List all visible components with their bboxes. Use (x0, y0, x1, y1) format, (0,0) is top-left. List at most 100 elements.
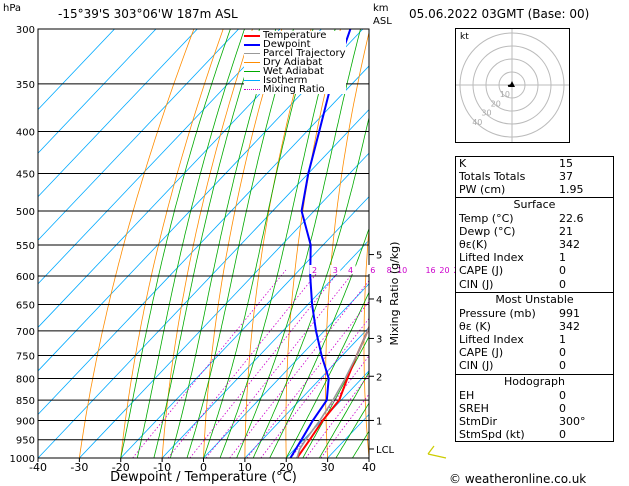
isotherm-line (38, 29, 157, 154)
pressure-tick-label: 550 (16, 241, 35, 252)
row-value: 300° (559, 415, 586, 428)
legend-label: Isotherm (263, 75, 308, 86)
row-key: Temp (°C) (459, 211, 514, 225)
isotherm-line (38, 29, 198, 198)
x-tick-label: 0 (200, 461, 207, 474)
row-key: Lifted Index (459, 251, 524, 265)
wet-adiabat-line (285, 291, 369, 458)
legend-swatch (244, 62, 260, 63)
isotherm-line (78, 152, 369, 458)
table-row: CAPE (J) 0 (456, 346, 613, 359)
mixing-ratio-axis-label: Mixing Ratio (g/kg) (388, 242, 401, 346)
table-row: Dewp (°C) 21 (456, 225, 613, 238)
hodo-ring (472, 45, 552, 125)
legend-item: Dry Adiabat (244, 57, 346, 68)
table-row: EH 0 (456, 389, 613, 402)
isotherm-line (38, 29, 281, 285)
mixing-ratio-label: 20 (439, 266, 449, 275)
km-tick-label: 3 (376, 334, 382, 345)
legend-label: Dewpoint (263, 39, 311, 50)
indices-panel: K 15 Totals Totals 37 PW (cm) 1.95 Surface Te… (455, 156, 614, 443)
x-tick-label: -10 (153, 461, 171, 474)
row-key: EH (459, 388, 475, 402)
km-tick-label: 5 (376, 251, 382, 262)
legend-swatch (244, 89, 260, 90)
hodo-unit-label: kt (460, 32, 469, 42)
pressure-tick-label: 600 (16, 272, 35, 283)
x-tick-label: -20 (112, 461, 130, 474)
mixing-ratio-label: 10 (397, 266, 407, 275)
wet-adiabat-line (136, 29, 245, 458)
legend-swatch (244, 80, 260, 81)
row-key: θε (K) (459, 319, 491, 333)
legend-label: Wet Adiabat (263, 66, 324, 77)
row-key: CIN (J) (459, 359, 494, 373)
legend-item: Temperature (244, 31, 346, 41)
x-tick-label: 40 (362, 461, 376, 474)
mixing-ratio-line (229, 280, 369, 458)
mixing-ratio-label-bg (425, 264, 436, 274)
isotherm-line (120, 196, 369, 458)
pressure-tick-label: 450 (16, 169, 35, 180)
pressure-tick-label: 650 (16, 301, 35, 312)
mixing-ratio-label: 6 (370, 266, 375, 275)
isotherm-line (38, 108, 369, 458)
mixing-ratio-label-bg (397, 264, 408, 274)
row-value: 0 (559, 388, 566, 402)
mixing-ratio-line (132, 269, 287, 458)
wet-adiabat-line (335, 402, 369, 458)
row-value: 37 (559, 170, 573, 184)
legend-swatch (244, 34, 260, 37)
row-value: 0 (559, 277, 566, 291)
most-unstable-rows: Pressure (mb) 991 θε (K) 342 Lifted Index 1 CA… (456, 307, 613, 373)
row-key: K (459, 157, 467, 170)
hodo-ring-label: 40 (472, 118, 482, 127)
x-tick-label: -30 (70, 461, 88, 474)
wind-barb-icon (427, 445, 447, 459)
table-row: SREH 0 (456, 402, 613, 415)
datetime-title: 05.06.2022 03GMT (Base: 00) (409, 7, 590, 21)
legend-item: Dewpoint (244, 39, 346, 50)
table-row: CIN (J) 0 (456, 278, 613, 291)
legend-item: Isotherm (244, 75, 346, 86)
mixing-ratio-line (305, 373, 369, 458)
row-key: Dewp (°C) (459, 224, 516, 238)
mixing-ratio-line (320, 393, 369, 458)
series-dewpoint (289, 29, 352, 458)
hodo-ring (485, 58, 539, 112)
location-title: -15°39'S 303°06'W 187m ASL (58, 7, 238, 21)
series-parcel-trajectory (296, 325, 369, 458)
x-tick-label: 20 (279, 461, 293, 474)
mixing-ratio-label-bg (439, 264, 450, 274)
table-row: Pressure (mb) 991 (456, 307, 613, 320)
table-row: Totals Totals 37 (456, 170, 613, 183)
row-key: StmDir (459, 415, 498, 428)
mixing-ratio-line (260, 317, 369, 458)
x-axis-label: Dewpoint / Temperature (°C) (110, 470, 297, 485)
hodo-ring-label: 30 (481, 109, 491, 118)
legend-label: Dry Adiabat (263, 57, 323, 68)
isotherm-line (161, 239, 369, 458)
legend-swatch (244, 43, 260, 46)
x-tick-label: 10 (238, 461, 252, 474)
mixing-ratio-label: 2 (312, 266, 317, 275)
plot-area (38, 29, 369, 458)
row-key: StmSpd (kt) (459, 428, 525, 442)
mixing-ratio-label: 3 (333, 266, 338, 275)
table-row: K 15 (456, 157, 613, 170)
legend-item: Parcel Trajectory (244, 49, 346, 59)
table-row: StmDir 300° (456, 415, 613, 428)
dry-adiabat-line (325, 30, 369, 458)
hodo-trace-line (507, 84, 513, 87)
row-value: 22.6 (559, 211, 584, 225)
dry-adiabat-line (203, 29, 283, 458)
isotherm-line (38, 29, 116, 111)
mixing-ratio-label: 4 (348, 266, 353, 275)
table-row: StmSpd (kt) 0 (456, 428, 613, 441)
pressure-tick-label: 700 (16, 327, 35, 338)
dry-adiabat-line (161, 29, 253, 458)
indices-rows: K 15 Totals Totals 37 PW (cm) 1.95 (456, 157, 613, 197)
mixing-ratio-line (246, 300, 369, 458)
pressure-tick-label: 850 (16, 396, 35, 407)
